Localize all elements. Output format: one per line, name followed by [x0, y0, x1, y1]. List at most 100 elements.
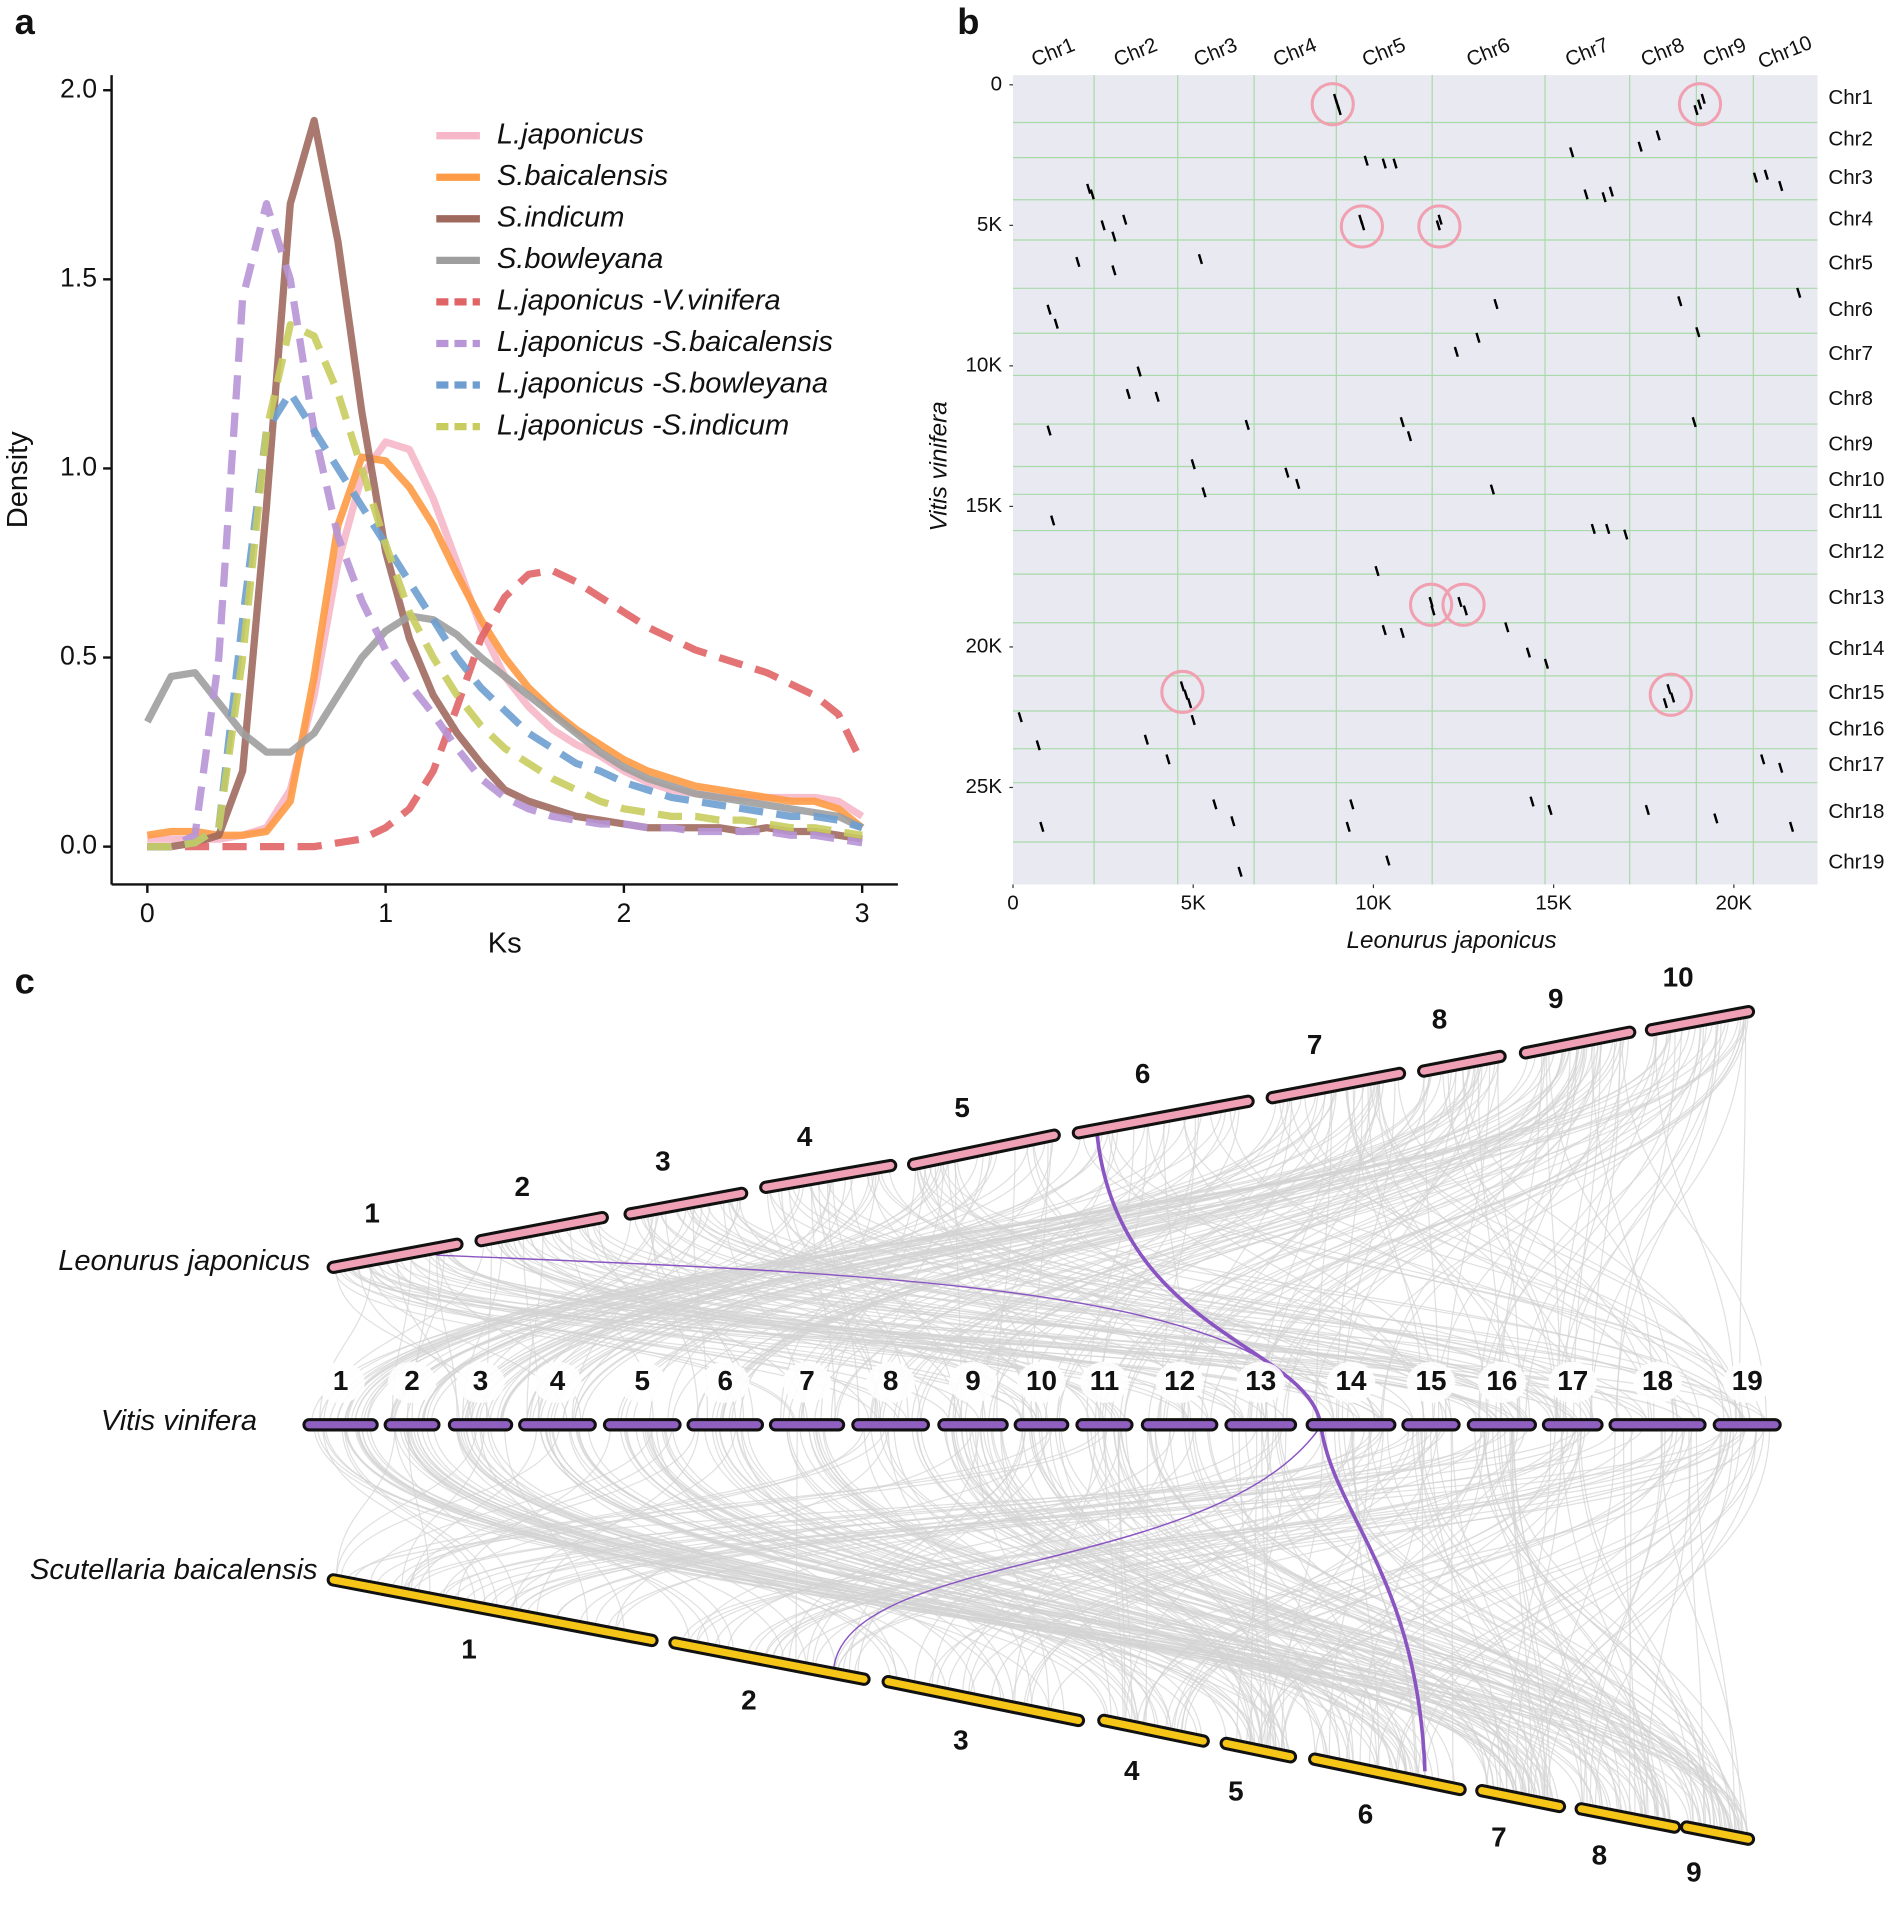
dot-segment: [1763, 169, 1769, 180]
synteny-link: [1147, 1424, 1701, 1830]
density-line: [147, 200, 863, 851]
synteny-link: [1423, 1424, 1757, 1783]
dot-segment: [1345, 821, 1351, 833]
dot-segment: [1778, 180, 1784, 192]
synteny-link: [489, 1062, 1472, 1425]
synteny-links: [310, 1011, 1771, 1840]
synteny-link: [392, 1047, 1555, 1425]
synteny-link: [1154, 1424, 1706, 1831]
y-tick-label: 10K: [965, 353, 1002, 376]
dot-segment: [1547, 804, 1553, 816]
dot-segment: [1035, 740, 1041, 751]
synteny-link: [452, 1424, 1530, 1603]
dot-segment: [1601, 192, 1607, 203]
synteny-link: [813, 1069, 1431, 1425]
synteny-link: [319, 1260, 373, 1425]
synteny-link: [1486, 1028, 1658, 1425]
synteny-link: [695, 1424, 1176, 1647]
synteny-link: [815, 1424, 1434, 1784]
chromosome-bar: [1100, 1716, 1207, 1745]
synteny-link: [1345, 1424, 1583, 1766]
dot-segment: [1666, 683, 1672, 695]
highlight-circle: [1339, 204, 1385, 249]
label-halo: [782, 1361, 832, 1403]
plot-background: [1013, 75, 1818, 885]
x-tick-label: 2: [616, 898, 631, 928]
synteny-link: [393, 1137, 1046, 1425]
chromosome-label: 7: [1307, 1029, 1322, 1060]
synteny-link: [635, 1424, 1254, 1750]
synteny-link: [496, 1168, 875, 1425]
dot-segment: [1462, 605, 1468, 616]
synteny-link: [597, 1218, 1768, 1425]
synteny-link: [480, 1424, 1398, 1777]
y-chromosome-label: Chr11: [1828, 500, 1883, 523]
synteny-link: [961, 1424, 1328, 1762]
synteny-link: [1486, 1424, 1723, 1792]
chromosome-label: 3: [655, 1145, 671, 1176]
chromosome-label: 8: [1592, 1840, 1607, 1871]
synteny-link: [1261, 1424, 1678, 1751]
label-halo: [1633, 1361, 1682, 1403]
synteny-link: [616, 1044, 1567, 1425]
chromosome-label: 1: [333, 1365, 349, 1396]
density-line: [147, 566, 866, 851]
dot-segment: [1693, 104, 1699, 116]
synteny-link: [343, 1424, 498, 1612]
synteny-link: [1315, 1424, 1732, 1760]
synteny-link: [834, 1424, 1366, 1674]
highlight-circle: [1408, 582, 1454, 627]
y-tick-label: 0: [991, 72, 1002, 95]
dot-segment: [1437, 214, 1443, 225]
synteny-link: [1192, 1424, 1488, 1792]
dot-segment: [1543, 658, 1550, 669]
dot-segment: [1230, 816, 1236, 827]
label-halo: [1722, 1361, 1772, 1403]
dot-segment: [1111, 265, 1117, 276]
y-chromosome-label: Chr5: [1828, 252, 1873, 275]
synteny-link: [529, 1231, 961, 1425]
chromosome-label: 19: [1732, 1365, 1763, 1396]
label-halo: [618, 1361, 667, 1403]
dot-segment: [1363, 155, 1369, 166]
chromosome-label: 5: [635, 1365, 651, 1396]
dot-segment: [1608, 186, 1614, 197]
y-chromosome-label: Chr8: [1828, 387, 1873, 410]
synteny-link: [536, 1424, 700, 1619]
synteny-link: [470, 1050, 1537, 1425]
synteny-link: [1123, 1062, 1470, 1425]
synteny-link: [941, 1158, 1730, 1425]
label-halo: [701, 1361, 750, 1403]
synteny-link: [721, 1022, 1691, 1425]
dot-segment: [1244, 419, 1250, 431]
synteny-link: [1086, 1424, 1515, 1798]
panel-label: b: [957, 1, 979, 42]
dot-segment: [1086, 183, 1092, 195]
label-halo: [1080, 1361, 1129, 1403]
synteny-link: [329, 1106, 1223, 1425]
synteny-link: [335, 1424, 478, 1581]
highlight-circle: [1648, 672, 1693, 717]
chromosome-label: 8: [1432, 1004, 1448, 1035]
synteny-link: [1591, 1039, 1655, 1425]
synteny-link: [336, 1018, 1714, 1425]
synteny-link: [655, 1424, 898, 1684]
synteny-link: [800, 1077, 1379, 1425]
synteny-link: [808, 1424, 1743, 1838]
label-halo: [1236, 1361, 1285, 1403]
dot-segment: [1237, 866, 1243, 877]
legend-label: S.indicum: [497, 201, 625, 233]
dot-segment: [1669, 692, 1676, 703]
species-label: Leonurus japonicus: [58, 1245, 310, 1277]
dot-segment: [1186, 697, 1193, 709]
chromosome-label: 4: [797, 1121, 813, 1152]
chromosome-label: 9: [1548, 983, 1564, 1014]
synteny-link: [1104, 1424, 1124, 1725]
synteny-link: [1561, 1424, 1649, 1822]
synteny-link: [1056, 1017, 1720, 1425]
synteny-link: [480, 1424, 1645, 1608]
dot-segment: [1017, 712, 1023, 723]
synteny-link: [1573, 1038, 1601, 1425]
dot-segment: [1428, 596, 1434, 608]
synteny-link: [550, 1035, 1614, 1425]
